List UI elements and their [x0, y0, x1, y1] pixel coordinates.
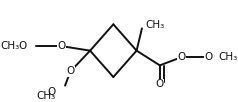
- Text: O: O: [66, 66, 74, 76]
- Text: CH₃: CH₃: [37, 91, 56, 101]
- Text: O: O: [18, 41, 27, 51]
- Text: CH₃: CH₃: [145, 20, 165, 30]
- Text: CH₃: CH₃: [0, 41, 20, 51]
- Text: O: O: [177, 52, 185, 62]
- Text: O: O: [156, 79, 164, 89]
- Text: O: O: [57, 41, 66, 51]
- Text: O: O: [204, 52, 213, 62]
- Text: O: O: [47, 87, 56, 97]
- Text: CH₃: CH₃: [218, 52, 237, 62]
